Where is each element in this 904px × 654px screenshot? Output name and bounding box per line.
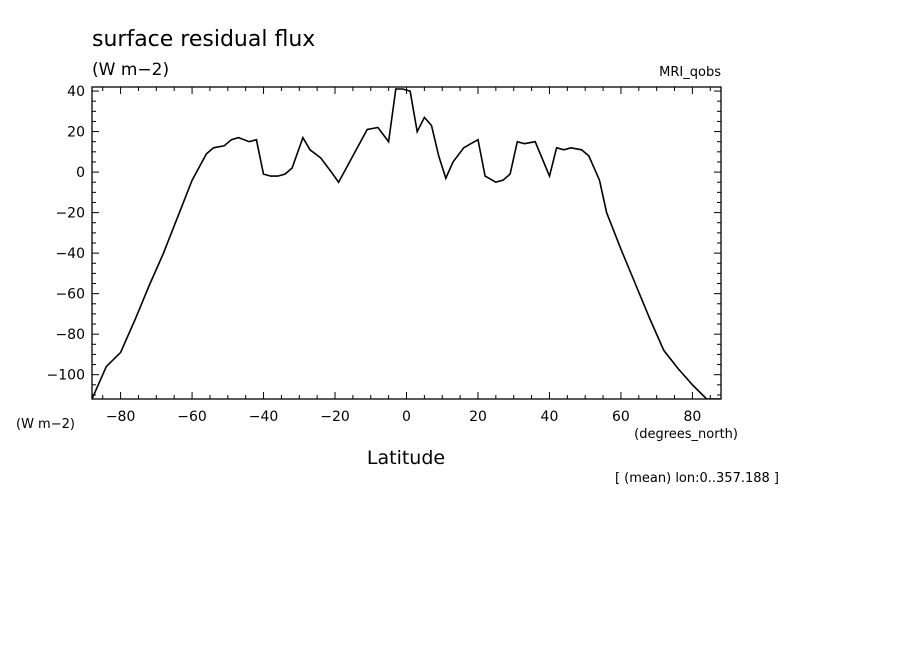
chart-title: surface residual flux: [92, 27, 315, 52]
x-tick-label: −20: [320, 409, 350, 425]
x-tick-label: 0: [402, 409, 411, 425]
y-axis: 40 20 0 −20 −40 −60 −80 −100: [47, 84, 721, 396]
y-tick-label: −20: [55, 206, 85, 222]
y-tick-label: 20: [67, 125, 85, 141]
x-axis: −80 −60 −40 −20 0 20 40 60 80: [102, 87, 711, 425]
y-tick-label: −60: [55, 287, 85, 303]
y-tick-label: 40: [67, 84, 85, 100]
x-tick-label: 20: [469, 409, 487, 425]
x-tick-label: −60: [177, 409, 207, 425]
x-tick-label: 80: [683, 409, 701, 425]
y-tick-label: 0: [76, 165, 85, 181]
series-line-0: [92, 88, 721, 399]
series-layer: [92, 88, 721, 399]
plot-frame: [91, 86, 722, 400]
y-units-label: (W m−2): [16, 417, 75, 432]
dataset-label: MRI_qobs: [659, 65, 721, 80]
chart-units: (W m−2): [92, 60, 169, 80]
x-tick-label: 40: [541, 409, 559, 425]
x-tick-label: 60: [612, 409, 630, 425]
y-tick-label: −40: [55, 246, 85, 262]
y-tick-label: −100: [47, 368, 85, 384]
x-axis-label: Latitude: [367, 447, 445, 469]
x-tick-label: −80: [106, 409, 136, 425]
footnote: [ (mean) lon:0..357.188 ]: [615, 471, 779, 486]
x-units-label: (degrees_north): [634, 427, 738, 442]
y-tick-label: −80: [55, 327, 85, 343]
x-tick-label: −40: [249, 409, 279, 425]
